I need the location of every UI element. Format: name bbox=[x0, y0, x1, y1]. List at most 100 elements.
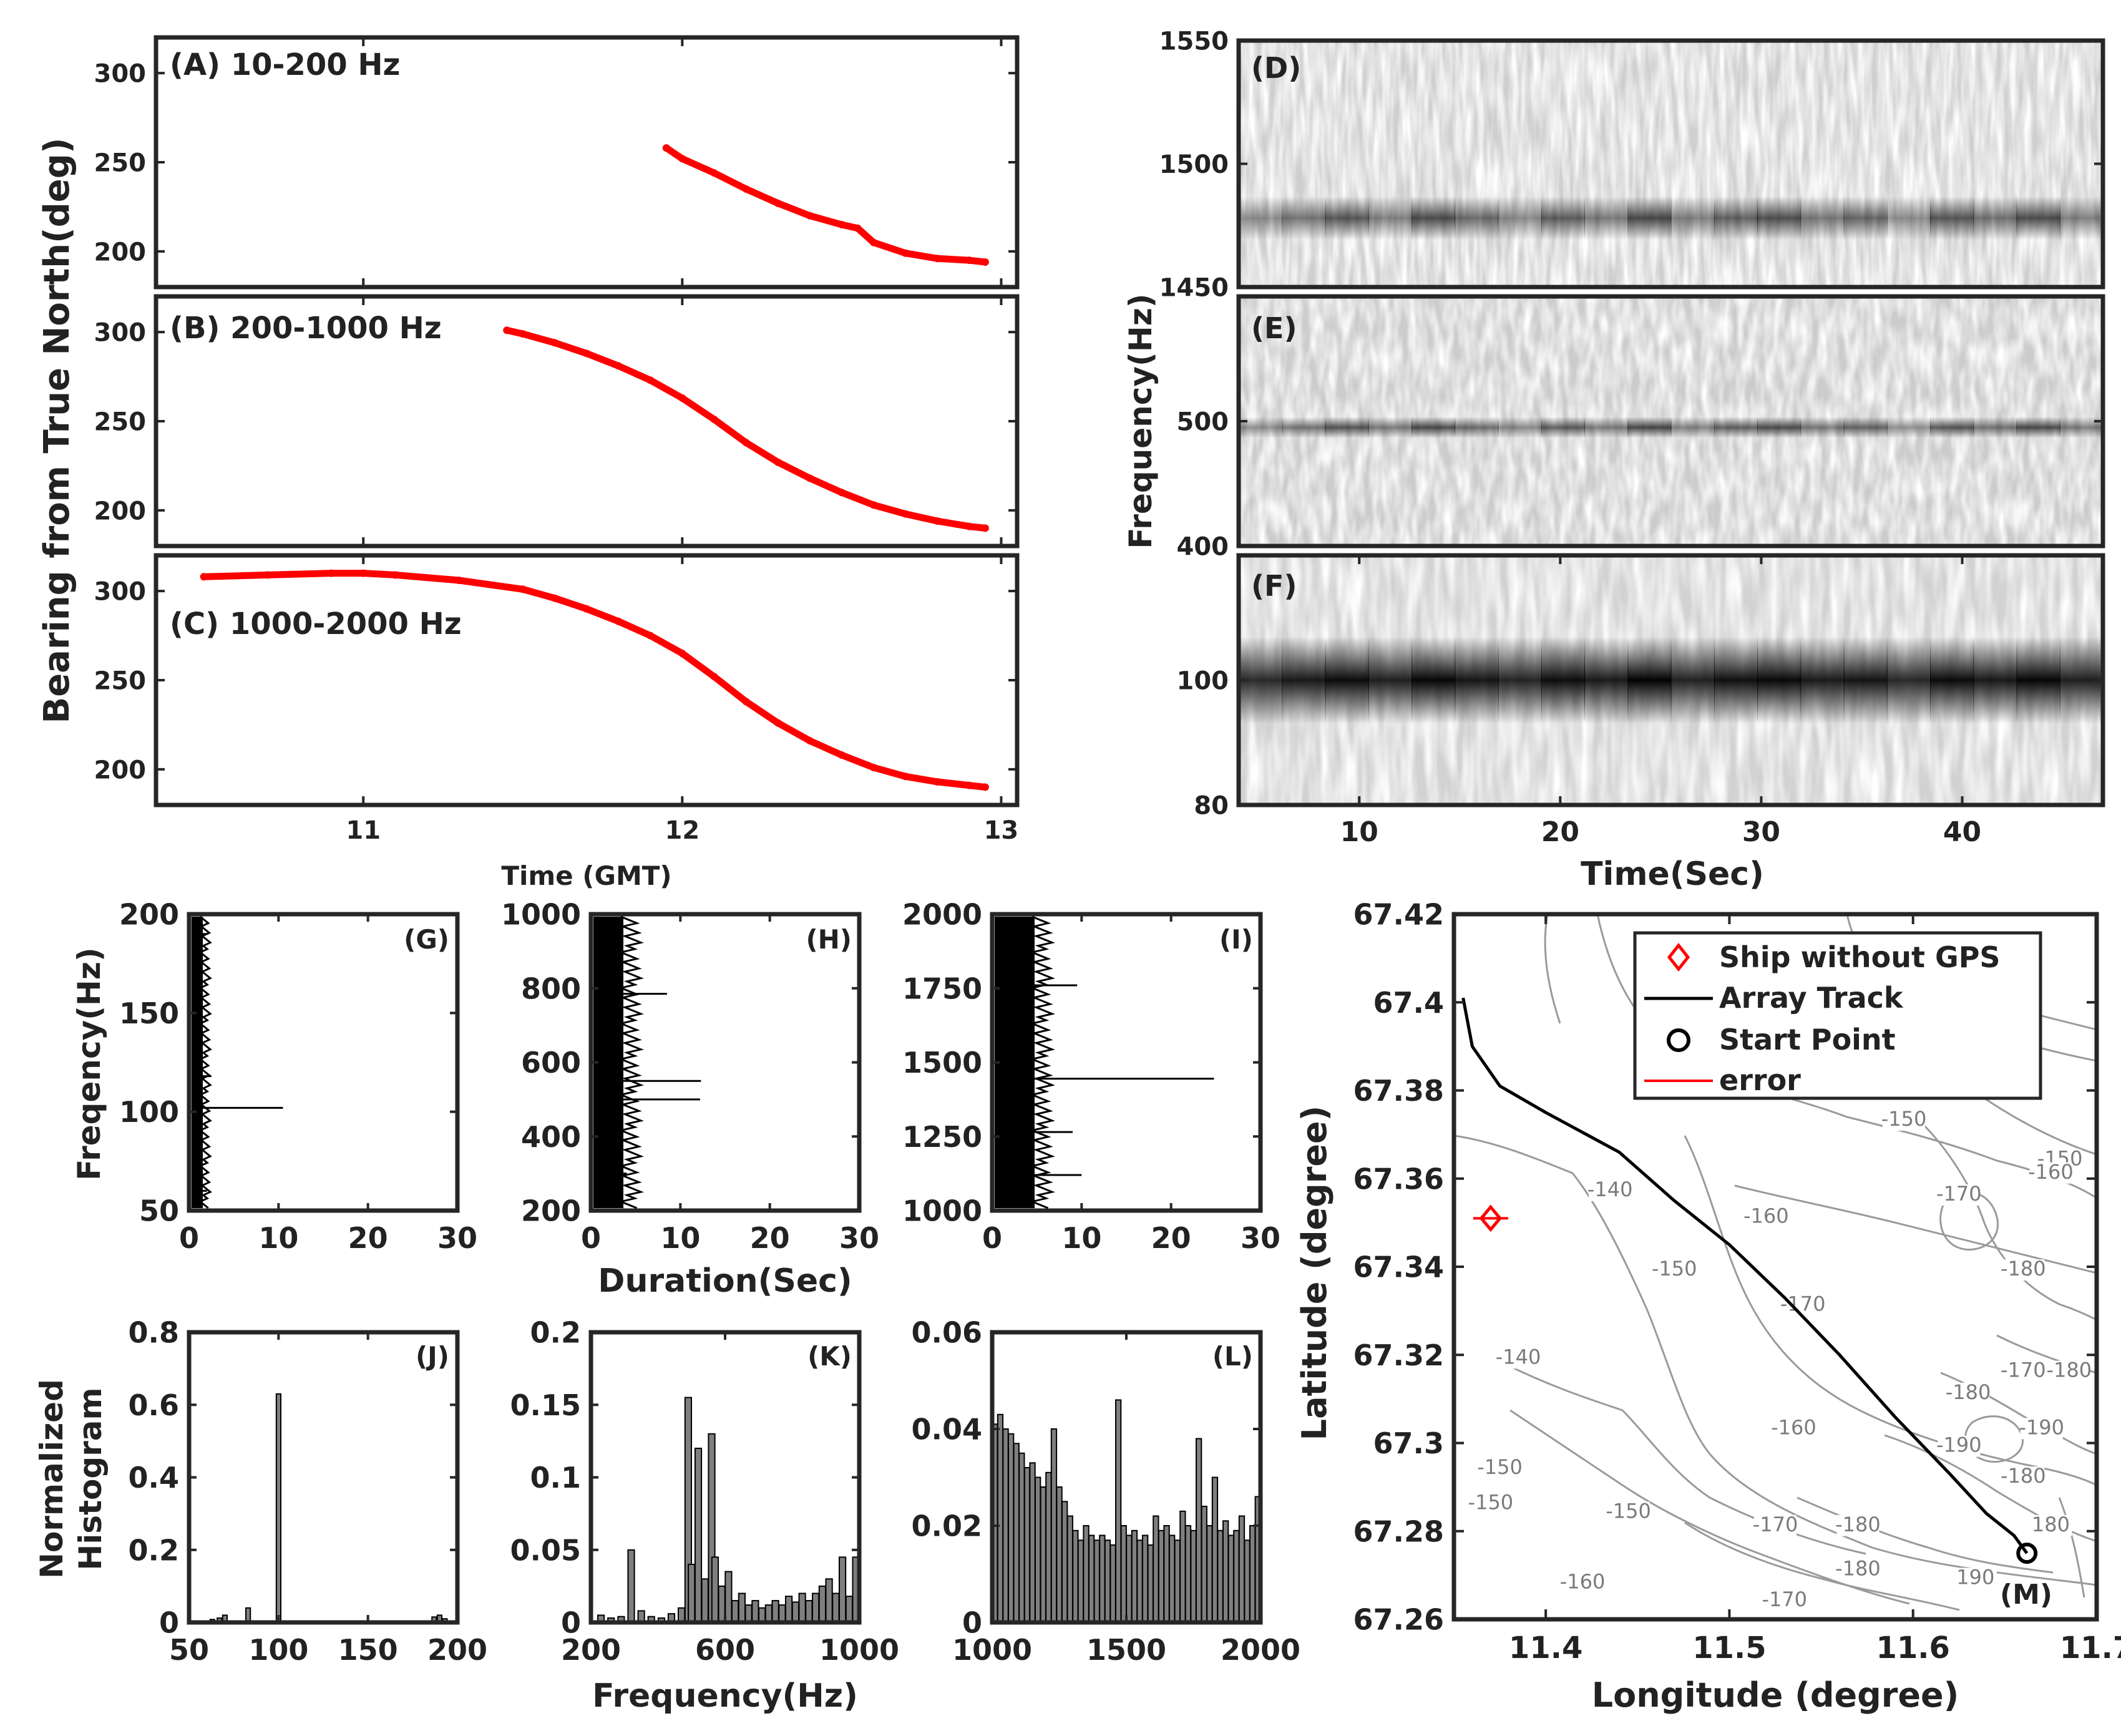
ytick-label-I: 1500 bbox=[902, 1046, 982, 1080]
panel-M: -140 -150 -160 -170 -150 -170 -150 -160 -180 -140… bbox=[1454, 914, 2097, 1619]
histogram-bar bbox=[702, 1579, 708, 1622]
spectrogram-band-cell bbox=[1757, 417, 1801, 438]
ytick-label-K: 0.15 bbox=[510, 1388, 582, 1422]
spectrogram-band-cell bbox=[2017, 196, 2060, 240]
histogram-bar bbox=[1046, 1473, 1051, 1622]
histogram-bar bbox=[1089, 1536, 1094, 1623]
panel-title-I: (I) bbox=[1219, 924, 1253, 955]
histogram-bar bbox=[998, 1415, 1003, 1622]
panel-F: (F) bbox=[1239, 555, 2104, 805]
spectrogram-F-band bbox=[1239, 636, 2104, 724]
spectrogram-band-cell bbox=[1844, 196, 1888, 240]
bearing-point bbox=[615, 362, 622, 369]
spectrogram-band-cell bbox=[1844, 417, 1888, 438]
histogram-bar bbox=[1207, 1526, 1212, 1622]
bearing-point bbox=[774, 719, 782, 727]
xtick-label-I: 30 bbox=[1241, 1221, 1280, 1255]
panel-A: (A) 10-200 Hz bbox=[156, 37, 1017, 287]
panel-D: (D) bbox=[1239, 41, 2104, 287]
histogram-bar bbox=[1239, 1516, 1244, 1623]
ytick-label-G: 200 bbox=[119, 898, 179, 932]
spectrogram-band-cell bbox=[1973, 196, 2017, 240]
ytick-label-C: 200 bbox=[94, 756, 147, 784]
bearing-point bbox=[519, 585, 527, 593]
contour-label: 180 bbox=[2032, 1513, 2070, 1536]
panel-L: (L) bbox=[992, 1332, 1260, 1622]
bearing-point bbox=[743, 698, 750, 705]
histogram-bar bbox=[1169, 1536, 1174, 1623]
histogram-bar bbox=[746, 1605, 752, 1622]
xtick-label-K: 1000 bbox=[819, 1633, 899, 1667]
spectrogram-band-cell bbox=[1498, 636, 1542, 724]
spectrogram-band-cell bbox=[1671, 636, 1715, 724]
contour-label: -170 bbox=[1753, 1513, 1798, 1536]
histogram-bar bbox=[1041, 1487, 1046, 1622]
histogram-bar bbox=[1137, 1540, 1142, 1622]
histogram-bar bbox=[628, 1550, 634, 1622]
xtick-label-L: 1000 bbox=[952, 1633, 1032, 1667]
spectrogram-band-cell bbox=[1455, 417, 1498, 438]
xtick-label-F: 20 bbox=[1541, 816, 1579, 848]
xtick-label-J: 150 bbox=[338, 1633, 398, 1667]
bearing-point bbox=[982, 524, 989, 532]
contour-label: 190 bbox=[1956, 1566, 1994, 1589]
panel-title-J: (J) bbox=[416, 1341, 449, 1372]
bearing-point bbox=[838, 221, 846, 228]
spectrogram-band-cell bbox=[1541, 636, 1585, 724]
ytick-label-K: 0.1 bbox=[530, 1461, 582, 1495]
histogram-bar bbox=[1191, 1531, 1196, 1622]
ytick-label-J: 0.8 bbox=[129, 1316, 180, 1350]
xtick-label-G: 10 bbox=[258, 1221, 298, 1255]
ytick-label-F: 80 bbox=[1194, 791, 1229, 820]
spectrogram-band-cell bbox=[1930, 417, 1974, 438]
histogram-bar bbox=[819, 1586, 826, 1622]
spectrogram-band-cell bbox=[1455, 636, 1498, 724]
bearing-point bbox=[328, 570, 335, 577]
histogram-bar bbox=[799, 1594, 806, 1623]
bearing-point bbox=[743, 439, 750, 446]
spectrogram-band-cell bbox=[1282, 196, 1325, 240]
xlabel-time-sec: Time(Sec) bbox=[1581, 856, 1764, 893]
bearing-point bbox=[838, 489, 846, 496]
panel-H: (H) bbox=[591, 914, 859, 1211]
histogram-bar bbox=[1073, 1531, 1078, 1622]
spectrogram-band-cell bbox=[1368, 417, 1412, 438]
histogram-bar bbox=[773, 1601, 779, 1622]
contour-label: -180 bbox=[2047, 1358, 2092, 1382]
panel-title-B: (B) 200-1000 Hz bbox=[170, 311, 442, 346]
histogram-bar bbox=[732, 1601, 738, 1622]
panel-title-C: (C) 1000-2000 Hz bbox=[170, 607, 462, 641]
bearing-point bbox=[615, 618, 622, 625]
xtick-label-L: 2000 bbox=[1221, 1633, 1300, 1667]
legend-ship-label: Ship without GPS bbox=[1719, 940, 2001, 974]
bearing-point bbox=[982, 258, 989, 266]
xlabel-longitude: Longitude (degree) bbox=[1592, 1675, 1959, 1715]
axis-frame-J bbox=[189, 1332, 457, 1622]
ytick-label-G: 50 bbox=[139, 1194, 179, 1228]
bearing-point bbox=[646, 376, 654, 384]
spectrogram-band-cell bbox=[1584, 196, 1628, 240]
ytick-label-M: 67.26 bbox=[1353, 1603, 1444, 1637]
spectrogram-band-cell bbox=[1930, 196, 1974, 240]
ship-marker bbox=[1473, 1207, 1508, 1229]
contour-label: -190 bbox=[1936, 1433, 1982, 1457]
histogram-bar bbox=[1078, 1540, 1083, 1622]
bearing-point bbox=[838, 751, 846, 759]
ytick-label-A: 250 bbox=[94, 149, 147, 177]
histogram-bar bbox=[1095, 1540, 1100, 1622]
contour-label: -180 bbox=[2001, 1257, 2046, 1280]
xtick-label-H: 20 bbox=[750, 1221, 790, 1255]
histogram-bar bbox=[1234, 1531, 1239, 1622]
xtick-label-J: 50 bbox=[169, 1633, 209, 1667]
spectrogram-band-cell bbox=[1627, 196, 1671, 240]
bearing-point bbox=[870, 239, 877, 246]
histogram-bar bbox=[1003, 1429, 1008, 1622]
xtick-label-F: 40 bbox=[1943, 816, 1981, 848]
ytick-label-H: 1000 bbox=[501, 898, 581, 932]
bearing-point bbox=[806, 212, 814, 220]
panel-title-L: (L) bbox=[1212, 1341, 1253, 1372]
bearing-point bbox=[902, 773, 909, 780]
histogram-bar bbox=[1223, 1521, 1228, 1622]
bearing-point bbox=[902, 250, 909, 257]
panel-E: (E) bbox=[1239, 296, 2104, 546]
